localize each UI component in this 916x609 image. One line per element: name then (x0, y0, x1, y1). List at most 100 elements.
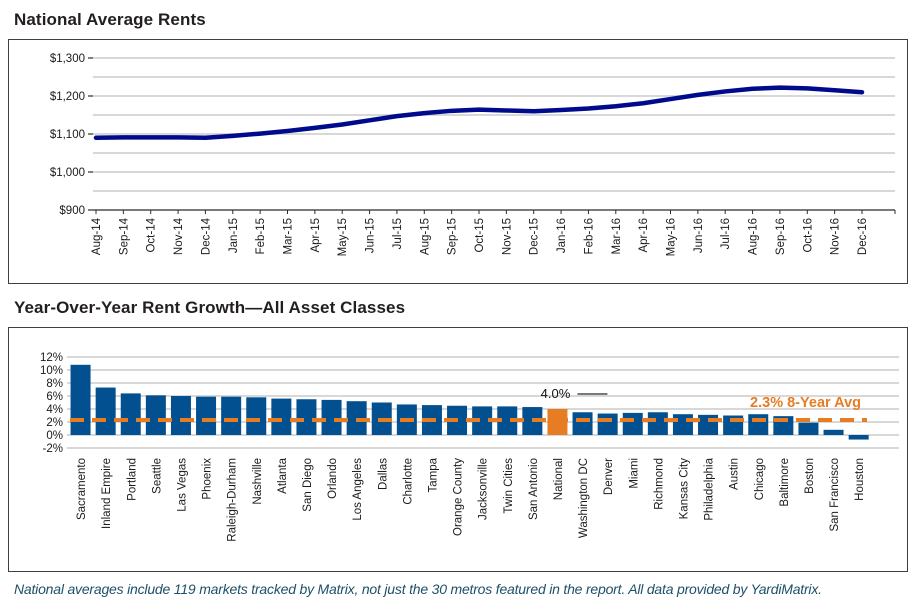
x-axis-label: Apr-15 (310, 218, 322, 253)
x-axis-label: Oct-14 (146, 217, 158, 252)
category-label: Philadelphia (704, 457, 716, 520)
x-axis-label: Dec-14 (200, 217, 212, 255)
category-label: Atlanta (277, 457, 289, 493)
x-axis-label: Jun-15 (365, 218, 377, 253)
y-axis-label: 10% (40, 365, 63, 377)
category-label: Inland Empire (101, 458, 113, 529)
y-axis-label: 0% (46, 430, 63, 442)
bar-houston (848, 435, 869, 440)
category-label: Los Angeles (352, 458, 364, 521)
category-label: Miami (628, 458, 640, 489)
category-label: Las Vegas (176, 458, 188, 512)
category-label: Phoenix (202, 458, 214, 500)
bar-denver (597, 413, 618, 435)
x-axis-label: Jun-16 (693, 218, 705, 253)
national-average-rents-chart: $900 $1,000 $1,100 $1,200 $1,300 Aug-14 Sep-14… (8, 39, 908, 284)
category-label: Sacramento (76, 458, 88, 520)
category-label: San Francisco (829, 458, 841, 532)
rent-line-series (93, 85, 865, 141)
bar-orlando (321, 399, 342, 435)
bar-las-vegas (170, 396, 191, 435)
x-axis-label: Sep-16 (775, 218, 787, 255)
x-axis-label: Oct-15 (474, 218, 486, 253)
category-label: Kansas City (678, 458, 690, 520)
y-axis-label: $1,300 (50, 53, 85, 65)
x-axis-label: Nov-16 (830, 218, 842, 255)
category-label: Austin (729, 458, 741, 490)
bar-richmond (647, 412, 668, 435)
bar-san-diego (296, 399, 317, 435)
category-label: Boston (804, 458, 816, 494)
x-axis-label: May-16 (666, 218, 678, 256)
x-axis-label: Dec-15 (529, 218, 541, 255)
y-axis-label: $1,100 (50, 129, 85, 141)
category-label: Washington DC (578, 458, 590, 538)
x-axis-label: Aug-16 (748, 218, 760, 255)
x-axis-label: Mar-15 (283, 218, 295, 254)
bar-nashville (246, 397, 267, 435)
x-axis-label: Dec-16 (857, 218, 869, 255)
category-label: Twin Cities (503, 458, 515, 514)
category-label: Richmond (653, 458, 665, 510)
bar-chart-canvas: 12%10%8%6%4%2%0%-2% Sacramento Inland Empi… (40, 352, 899, 542)
x-axis-label: Jul-16 (720, 218, 732, 249)
category-label: Chicago (754, 458, 766, 500)
x-axis-label: Feb-16 (583, 218, 595, 254)
y-axis-label: 8% (46, 378, 63, 390)
category-label: National (553, 458, 565, 500)
x-axis-label: Apr-16 (638, 218, 650, 253)
x-axis-label: Sep-14 (118, 217, 130, 255)
bar-portland (120, 393, 141, 435)
y-axis-label: $900 (59, 205, 85, 217)
bar-twin-cities (497, 406, 518, 435)
line-chart-canvas: $900 $1,000 $1,100 $1,200 $1,300 Aug-14 Sep-14… (50, 53, 896, 256)
x-axis-label: May-15 (337, 218, 349, 256)
x-axis-label: Nov-15 (501, 218, 513, 255)
y-axis-label: 6% (46, 391, 63, 403)
category-label: Tampa (427, 457, 439, 492)
bar-jacksonville (472, 406, 493, 435)
bar-boston (798, 422, 819, 435)
category-label: Denver (603, 458, 615, 495)
x-axis-label: Mar-16 (611, 218, 623, 254)
bar-inland-empire (95, 387, 116, 435)
footnote: National averages include 119 markets tr… (14, 581, 822, 597)
bar-miami (622, 412, 643, 435)
x-axis-label: Nov-14 (173, 217, 185, 255)
x-axis-label: Oct-16 (802, 218, 814, 253)
yoy-rent-growth-chart: 12% 10% 8% 6% 4% 2% 0% -2% Sacramento Inland Empi… (8, 327, 908, 572)
category-label: San Antonio (528, 458, 540, 520)
category-label: Seattle (151, 458, 163, 494)
category-label: Baltimore (779, 458, 791, 507)
bar-chicago (748, 414, 769, 435)
x-axis-label: Sep-15 (447, 218, 459, 255)
x-axis-label: Jan-15 (228, 218, 240, 253)
category-label: Orlando (327, 458, 339, 499)
x-axis-label: Jul-15 (392, 218, 404, 249)
x-axis-label: Jan-16 (556, 218, 568, 253)
y-axis-label: 2% (46, 417, 63, 429)
category-label: Charlotte (402, 458, 414, 505)
y-axis-label: $1,000 (50, 167, 85, 179)
y-axis-label: -2% (43, 443, 63, 455)
bar-seattle (145, 395, 166, 435)
bar-chart-title: Year-Over-Year Rent Growth—All Asset Cla… (14, 298, 406, 317)
bar-phoenix (196, 396, 217, 435)
category-label: Orange County (453, 458, 465, 536)
y-axis-label: 12% (40, 352, 63, 364)
category-label: Portland (126, 458, 138, 501)
category-label: Houston (854, 458, 866, 501)
bar-raleigh-durham (221, 396, 242, 435)
x-axis-label: Feb-15 (255, 218, 267, 254)
bar-philadelphia (698, 414, 719, 435)
bar-kansas-city (672, 414, 693, 435)
y-axis-label: $1,200 (50, 91, 85, 103)
category-label: Raleigh-Durham (227, 458, 239, 542)
x-axis-label: Aug-14 (91, 217, 103, 255)
bar-san-francisco (823, 429, 844, 435)
avg-line-label: 2.3% 8-Year Avg (750, 395, 861, 411)
bar-sacramento (70, 364, 91, 435)
category-label: San Diego (302, 458, 314, 512)
bar-atlanta (271, 398, 292, 435)
